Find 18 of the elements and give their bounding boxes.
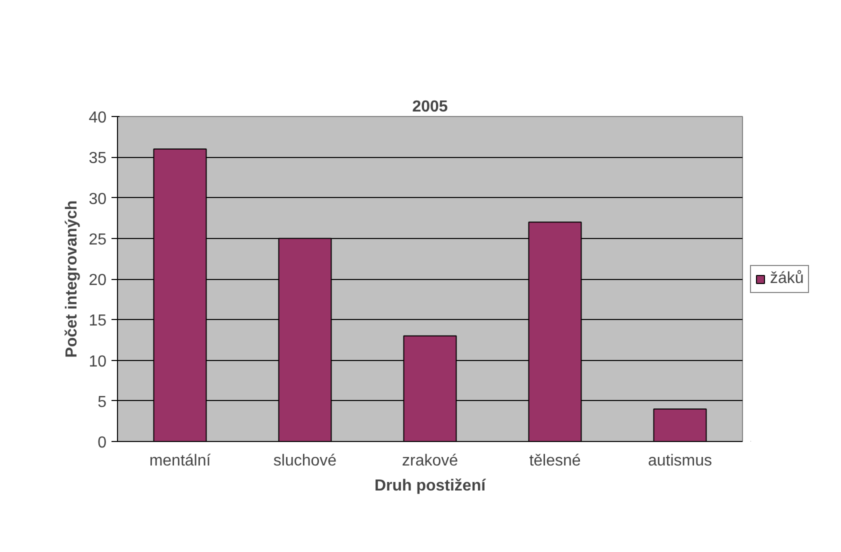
y-tick-label: 25 bbox=[88, 231, 107, 248]
x-axis-title: Druh postižení bbox=[374, 478, 486, 494]
x-tick-label: autismus bbox=[648, 452, 712, 470]
x-tick-label: zrakové bbox=[402, 452, 458, 470]
x-tick-label: mentální bbox=[149, 452, 212, 470]
chart-title: 2005 bbox=[412, 98, 448, 116]
y-tick-label: 0 bbox=[98, 434, 107, 452]
y-tick-label: 20 bbox=[88, 272, 107, 289]
y-tick-label: 10 bbox=[88, 353, 107, 370]
y-tick-label: 15 bbox=[88, 312, 107, 330]
x-tick-label: tělesné bbox=[529, 452, 581, 470]
x-tick-label: sluchové bbox=[273, 452, 337, 470]
legend-label: žáků bbox=[770, 270, 804, 288]
y-tick-label: 30 bbox=[88, 190, 107, 208]
y-tick-label: 35 bbox=[88, 150, 107, 168]
y-tick-label: 5 bbox=[98, 394, 107, 411]
y-tick-label: 40 bbox=[88, 110, 107, 126]
y-axis-title: Počet integrovaných bbox=[64, 200, 81, 358]
